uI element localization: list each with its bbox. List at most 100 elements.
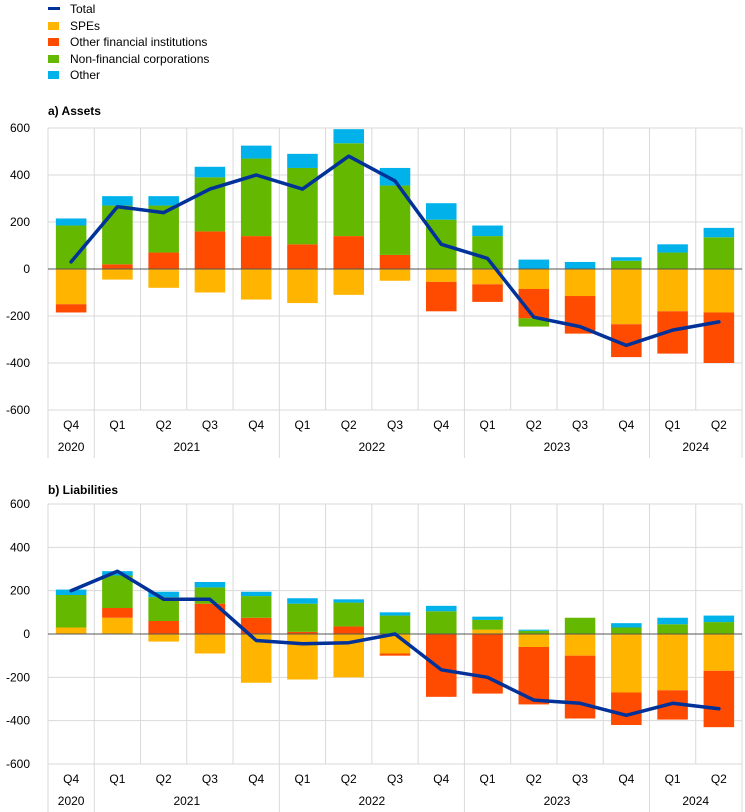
assets-year-label: 2024 — [682, 440, 709, 454]
liabilities-x-tick-label: Q1 — [109, 772, 125, 786]
liabilities-year-label: 2022 — [359, 794, 386, 808]
assets-bar-other-financial-institutions — [55, 304, 87, 313]
assets-bar-spes — [611, 269, 642, 325]
assets-y-tick-label: 400 — [10, 168, 30, 182]
liabilities-bar-other — [425, 605, 457, 612]
liabilities-bar-non-financial-corporations — [703, 622, 735, 634]
assets-bar-other-financial-institutions — [472, 284, 503, 302]
legend-label-other: Other — [70, 68, 101, 82]
assets-bar-non-financial-corporations — [657, 252, 688, 269]
liabilities-bar-non-financial-corporations — [472, 619, 503, 630]
assets-bar-other — [194, 166, 226, 178]
liabilities-bar-other — [472, 616, 503, 620]
liabilities-bar-other-financial-institutions — [425, 634, 457, 697]
assets-bar-spes — [518, 269, 550, 289]
liabilities-bar-other — [657, 617, 688, 625]
legend-swatch-ofi — [48, 38, 59, 46]
liabilities-bar-other-financial-institutions — [611, 692, 642, 725]
assets-x-tick-label: Q4 — [433, 418, 449, 432]
assets-y-tick-label: 0 — [23, 262, 30, 276]
liabilities-y-tick-label: 200 — [10, 584, 30, 598]
assets-x-tick-label: Q3 — [572, 418, 588, 432]
assets-bar-non-financial-corporations — [240, 158, 272, 237]
liabilities-bar-other — [333, 599, 365, 603]
legend-line-total — [48, 7, 60, 10]
assets-bar-spes — [55, 269, 87, 305]
assets-bar-other — [287, 153, 318, 168]
liabilities-bar-other-financial-institutions — [472, 634, 503, 694]
assets-x-tick-label: Q2 — [156, 418, 172, 432]
assets-bar-other-financial-institutions — [287, 244, 318, 269]
liabilities-bar-non-financial-corporations — [518, 630, 550, 634]
assets-x-tick-label: Q4 — [618, 418, 634, 432]
liabilities-bar-other — [703, 615, 735, 623]
assets-chart: -600 -400 -200 0 200 400 600 Q4 Q1 Q2 Q3 Q4 Q1 Q2 Q3 Q4… — [6, 121, 743, 458]
legend-label-nfc: Non-financial corporations — [70, 51, 210, 66]
liabilities-y-tick-label: 0 — [23, 627, 30, 641]
liabilities-bar-other-financial-institutions — [564, 655, 596, 719]
liabilities-x-tick-label: Q1 — [480, 772, 496, 786]
assets-year-label: 2020 — [58, 440, 85, 454]
liabilities-y-tick-label: -200 — [6, 670, 30, 684]
assets-bar-other — [472, 225, 503, 237]
assets-line-total — [69, 154, 721, 348]
liabilities-x-tick-label: Q3 — [202, 772, 218, 786]
liabilities-x-tick-label: Q4 — [618, 772, 634, 786]
legend-label-spes: SPEs — [70, 18, 101, 33]
liabilities-bar-other — [240, 591, 272, 597]
liabilities-bar-other — [518, 629, 550, 631]
assets-bar-other — [379, 167, 411, 186]
liabilities-x-tick-label: Q2 — [341, 772, 357, 786]
assets-x-tick-label: Q2 — [341, 418, 357, 432]
assets-bar-spes — [472, 269, 503, 285]
liabilities-year-label: 2020 — [58, 794, 85, 808]
assets-bar-other-financial-institutions — [194, 231, 226, 269]
assets-bar-spes — [657, 269, 688, 312]
assets-x-tick-label: Q3 — [202, 418, 218, 432]
liabilities-y-tick-label: -400 — [6, 714, 30, 728]
assets-x-tick-label: Q2 — [711, 418, 727, 432]
liabilities-bar-spes — [102, 617, 133, 634]
liabilities-bar-non-financial-corporations — [657, 624, 688, 634]
liabilities-chart-title: b) Liabilities — [48, 483, 119, 497]
liabilities-x-tick-label: Q1 — [665, 772, 681, 786]
liabilities-x-tick-label: Q1 — [294, 772, 310, 786]
assets-bar-spes — [379, 269, 411, 281]
liabilities-year-label: 2023 — [544, 794, 571, 808]
liabilities-x-tick-label: Q4 — [433, 772, 449, 786]
assets-bar-other — [425, 203, 457, 220]
liabilities-x-tick-label: Q3 — [572, 772, 588, 786]
assets-year-label: 2022 — [359, 440, 386, 454]
assets-bar-other — [564, 261, 596, 269]
liabilities-bar-non-financial-corporations — [564, 617, 596, 634]
assets-bar-other — [102, 196, 133, 206]
assets-bar-other — [657, 244, 688, 253]
assets-bar-other — [55, 218, 87, 226]
liabilities-bar-spes — [55, 627, 87, 634]
legend-label-ofi: Other financial institutions — [70, 35, 208, 49]
assets-year-label: 2023 — [544, 440, 571, 454]
assets-bar-non-financial-corporations — [518, 318, 550, 327]
liabilities-x-tick-label: Q2 — [156, 772, 172, 786]
liabilities-year-label: 2024 — [682, 794, 709, 808]
assets-bar-other-financial-institutions — [333, 236, 365, 269]
liabilities-bar-other — [287, 598, 318, 604]
assets-bar-spes — [148, 269, 179, 288]
liabilities-bar-non-financial-corporations — [425, 611, 457, 634]
liabilities-bar-other — [148, 591, 179, 598]
liabilities-y-tick-label: 600 — [10, 497, 30, 511]
liabilities-bar-non-financial-corporations — [240, 596, 272, 618]
liabilities-bar-non-financial-corporations — [287, 603, 318, 632]
liabilities-x-tick-label: Q4 — [248, 772, 264, 786]
legend-swatch-spes — [48, 21, 59, 30]
assets-bar-other — [611, 257, 642, 261]
assets-x-tick-label: Q1 — [480, 418, 496, 432]
liabilities-bar-other — [194, 582, 226, 588]
assets-y-tick-label: -400 — [6, 356, 30, 370]
assets-bar-non-financial-corporations — [703, 237, 735, 269]
assets-x-tick-label: Q4 — [248, 418, 264, 432]
liabilities-bar-spes — [703, 634, 735, 671]
liabilities-bar-other — [102, 571, 133, 576]
assets-bar-spes — [333, 269, 365, 295]
